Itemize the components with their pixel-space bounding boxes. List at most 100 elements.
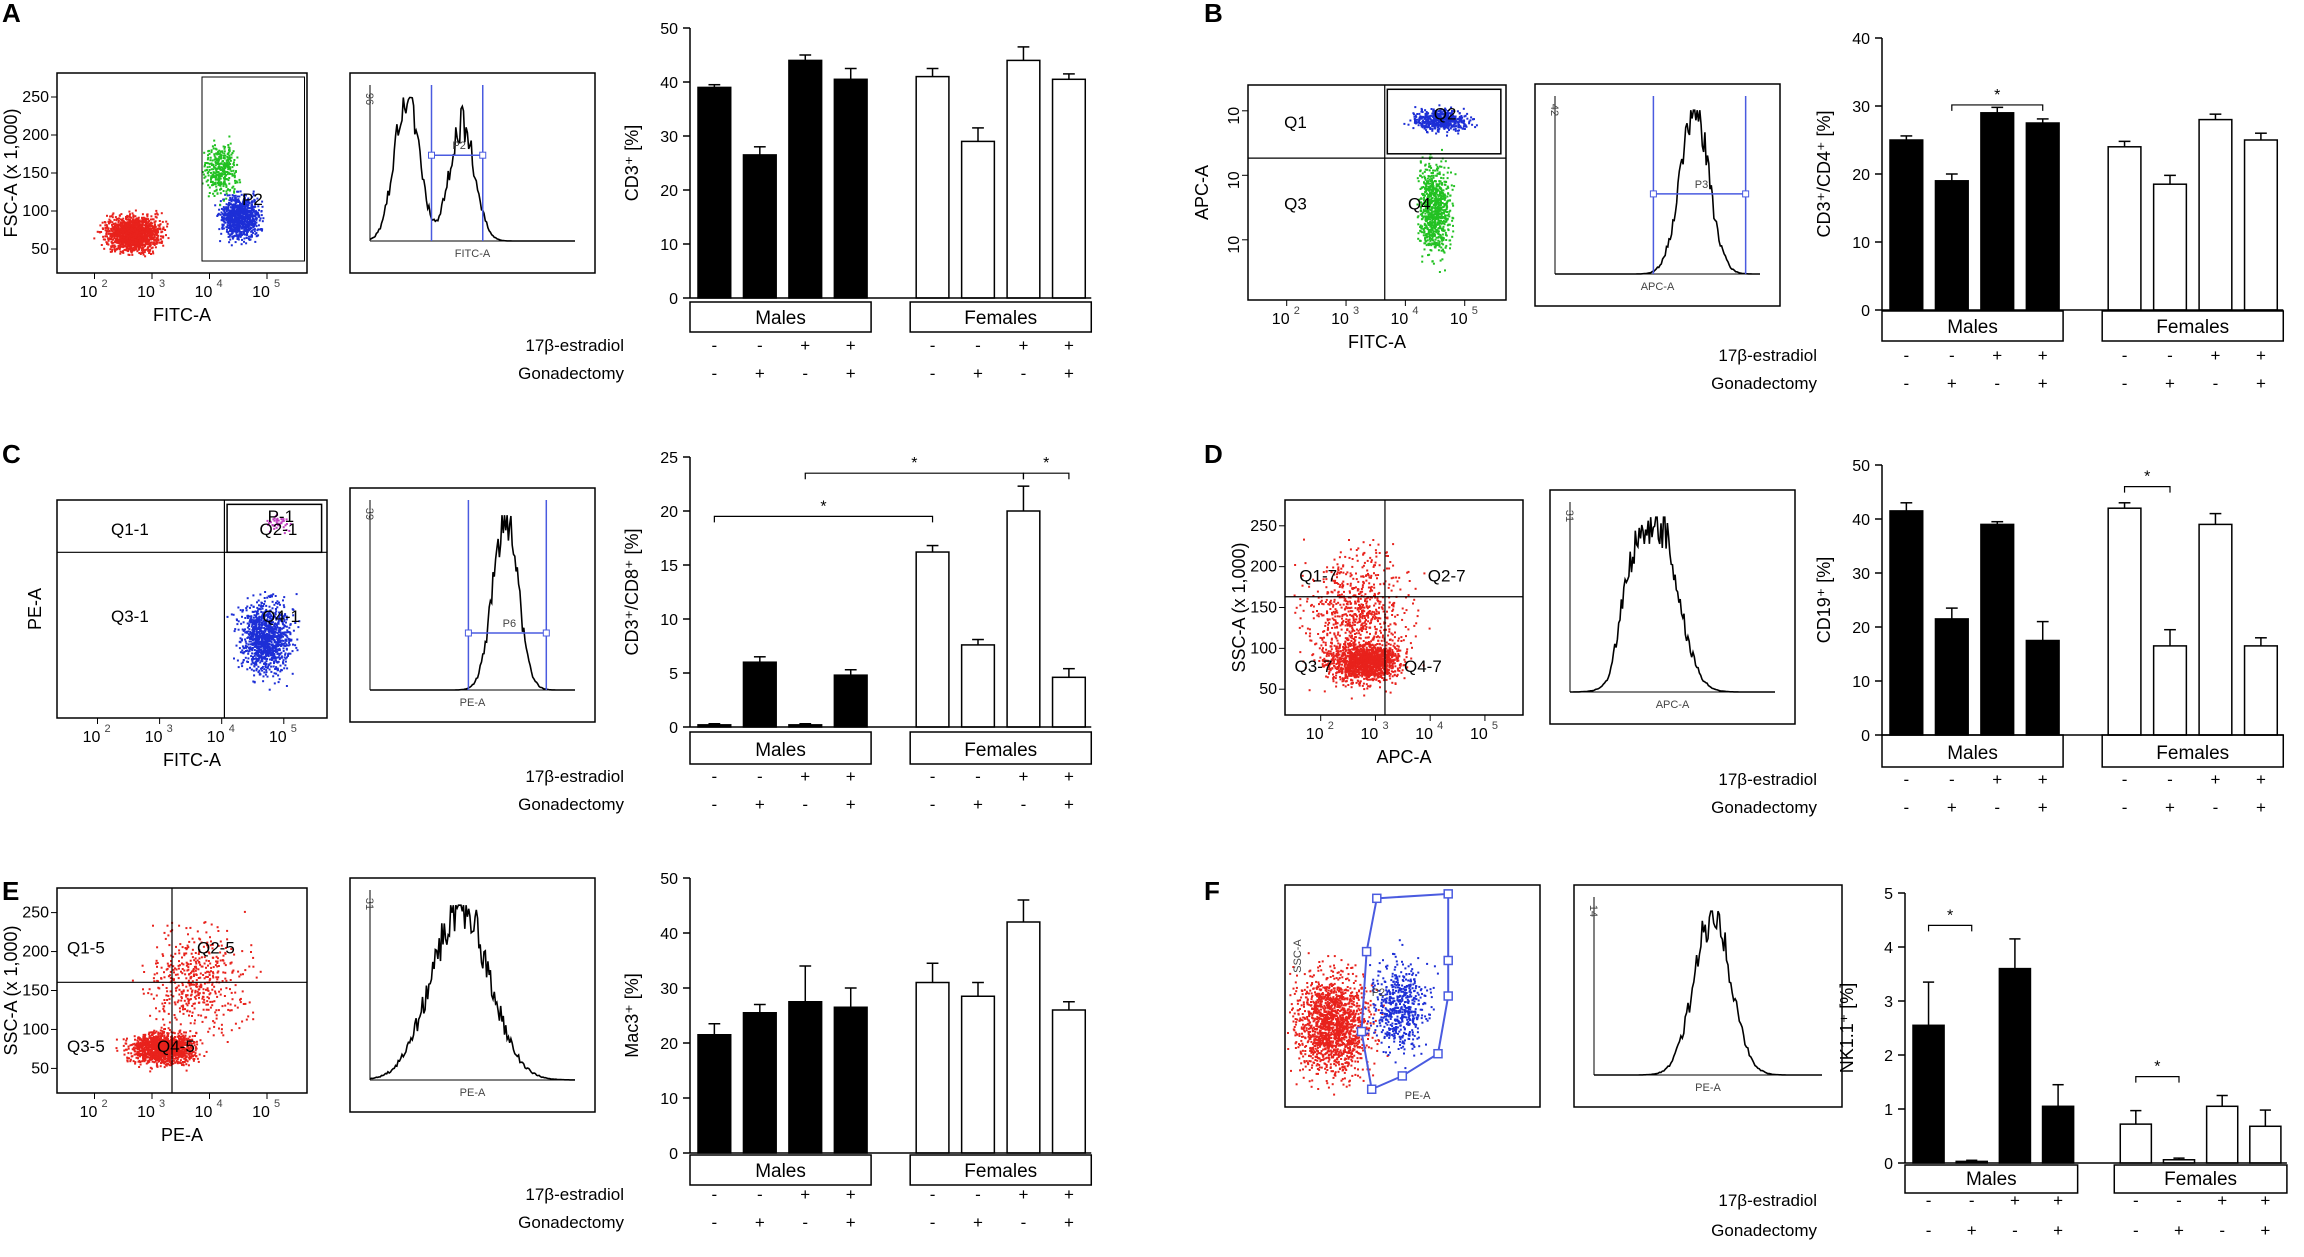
event-dot [1428, 231, 1431, 234]
event-dot [237, 238, 240, 241]
event-dot [145, 225, 148, 228]
event-dot [1435, 111, 1438, 114]
event-dot [141, 213, 144, 216]
event-dot [223, 168, 226, 171]
event-dot [1449, 209, 1452, 212]
event-dot [124, 242, 127, 245]
event-dot [1445, 239, 1448, 241]
y-tick-label: 10 [660, 237, 678, 254]
event-dot [246, 201, 249, 204]
event-dot [1439, 113, 1442, 116]
event-dot [147, 224, 150, 227]
event-dot [240, 231, 243, 233]
event-dot [1412, 127, 1415, 130]
event-dot [125, 229, 128, 232]
event-dot [251, 200, 254, 203]
event-dot [228, 135, 231, 138]
event-dot [113, 222, 116, 225]
event-dot [225, 210, 228, 213]
event-dot [232, 161, 235, 164]
event-dot [144, 231, 147, 234]
event-dot [1430, 197, 1433, 200]
event-dot [126, 228, 129, 230]
event-dot [243, 198, 245, 201]
event-dot [224, 178, 227, 181]
event-dot [1433, 111, 1436, 114]
event-dot [1445, 220, 1448, 223]
event-dot [1442, 124, 1445, 127]
event-dot [247, 204, 250, 206]
group-label-males: Males [1947, 317, 1998, 338]
bar [1051, 78, 1087, 299]
event-dot [284, 638, 287, 641]
event-dot [207, 195, 210, 198]
event-dot [226, 162, 229, 164]
event-dot [204, 164, 206, 166]
estradiol-sign: + [2038, 346, 2048, 365]
event-dot [220, 156, 223, 159]
event-dot [234, 234, 237, 237]
event-dot [204, 169, 207, 172]
event-dot [261, 220, 264, 223]
event-dot [222, 216, 225, 219]
group-box-males [689, 301, 872, 333]
event-dot [120, 221, 123, 224]
event-dot [1424, 168, 1427, 171]
event-dot [131, 225, 134, 228]
event-dot [232, 221, 235, 224]
event-dot [1451, 120, 1454, 123]
event-dot [244, 230, 247, 233]
event-dot [113, 235, 116, 238]
event-dot [1439, 109, 1442, 112]
event-dot [1461, 116, 1464, 119]
event-dot [234, 211, 237, 214]
histogram-y-max: 96 [363, 93, 375, 105]
event-dot [1424, 126, 1427, 129]
event-dot [1421, 120, 1424, 123]
event-dot [213, 175, 216, 178]
event-dot [1434, 238, 1437, 241]
event-dot [218, 179, 221, 181]
event-dot [125, 245, 128, 248]
event-dot [144, 233, 147, 236]
event-dot [239, 201, 242, 204]
event-dot [248, 201, 251, 204]
event-dot [1451, 124, 1454, 127]
significance-star: * [1994, 87, 2000, 104]
event-dot [213, 139, 216, 142]
event-dot [207, 150, 210, 153]
event-dot [1453, 121, 1456, 124]
event-dot [148, 250, 151, 253]
bar [833, 78, 868, 299]
event-dot [1452, 128, 1455, 131]
event-dot [147, 234, 150, 237]
event-dot [234, 194, 237, 197]
event-dot [236, 205, 239, 208]
event-dot [166, 222, 169, 225]
event-dot [100, 231, 103, 233]
event-dot [252, 226, 255, 229]
event-dot [147, 227, 150, 230]
event-dot [227, 222, 230, 224]
event-dot [247, 216, 250, 219]
event-dot [229, 142, 232, 145]
event-dot [222, 206, 225, 209]
event-dot [1454, 115, 1457, 118]
event-dot [237, 200, 240, 202]
event-dot [201, 182, 204, 185]
event-dot [1463, 123, 1466, 126]
group-label-females: Females [2156, 317, 2229, 338]
event-dot [133, 233, 136, 235]
event-dot [244, 628, 246, 631]
event-dot [215, 152, 218, 155]
event-dot [142, 236, 145, 239]
event-dot [241, 661, 244, 664]
event-dot [1430, 167, 1433, 169]
event-dot [1407, 123, 1410, 126]
event-dot [228, 213, 231, 216]
event-dot [1447, 229, 1450, 232]
event-dot [101, 221, 104, 224]
event-dot [1437, 249, 1440, 252]
event-dot [262, 217, 265, 220]
